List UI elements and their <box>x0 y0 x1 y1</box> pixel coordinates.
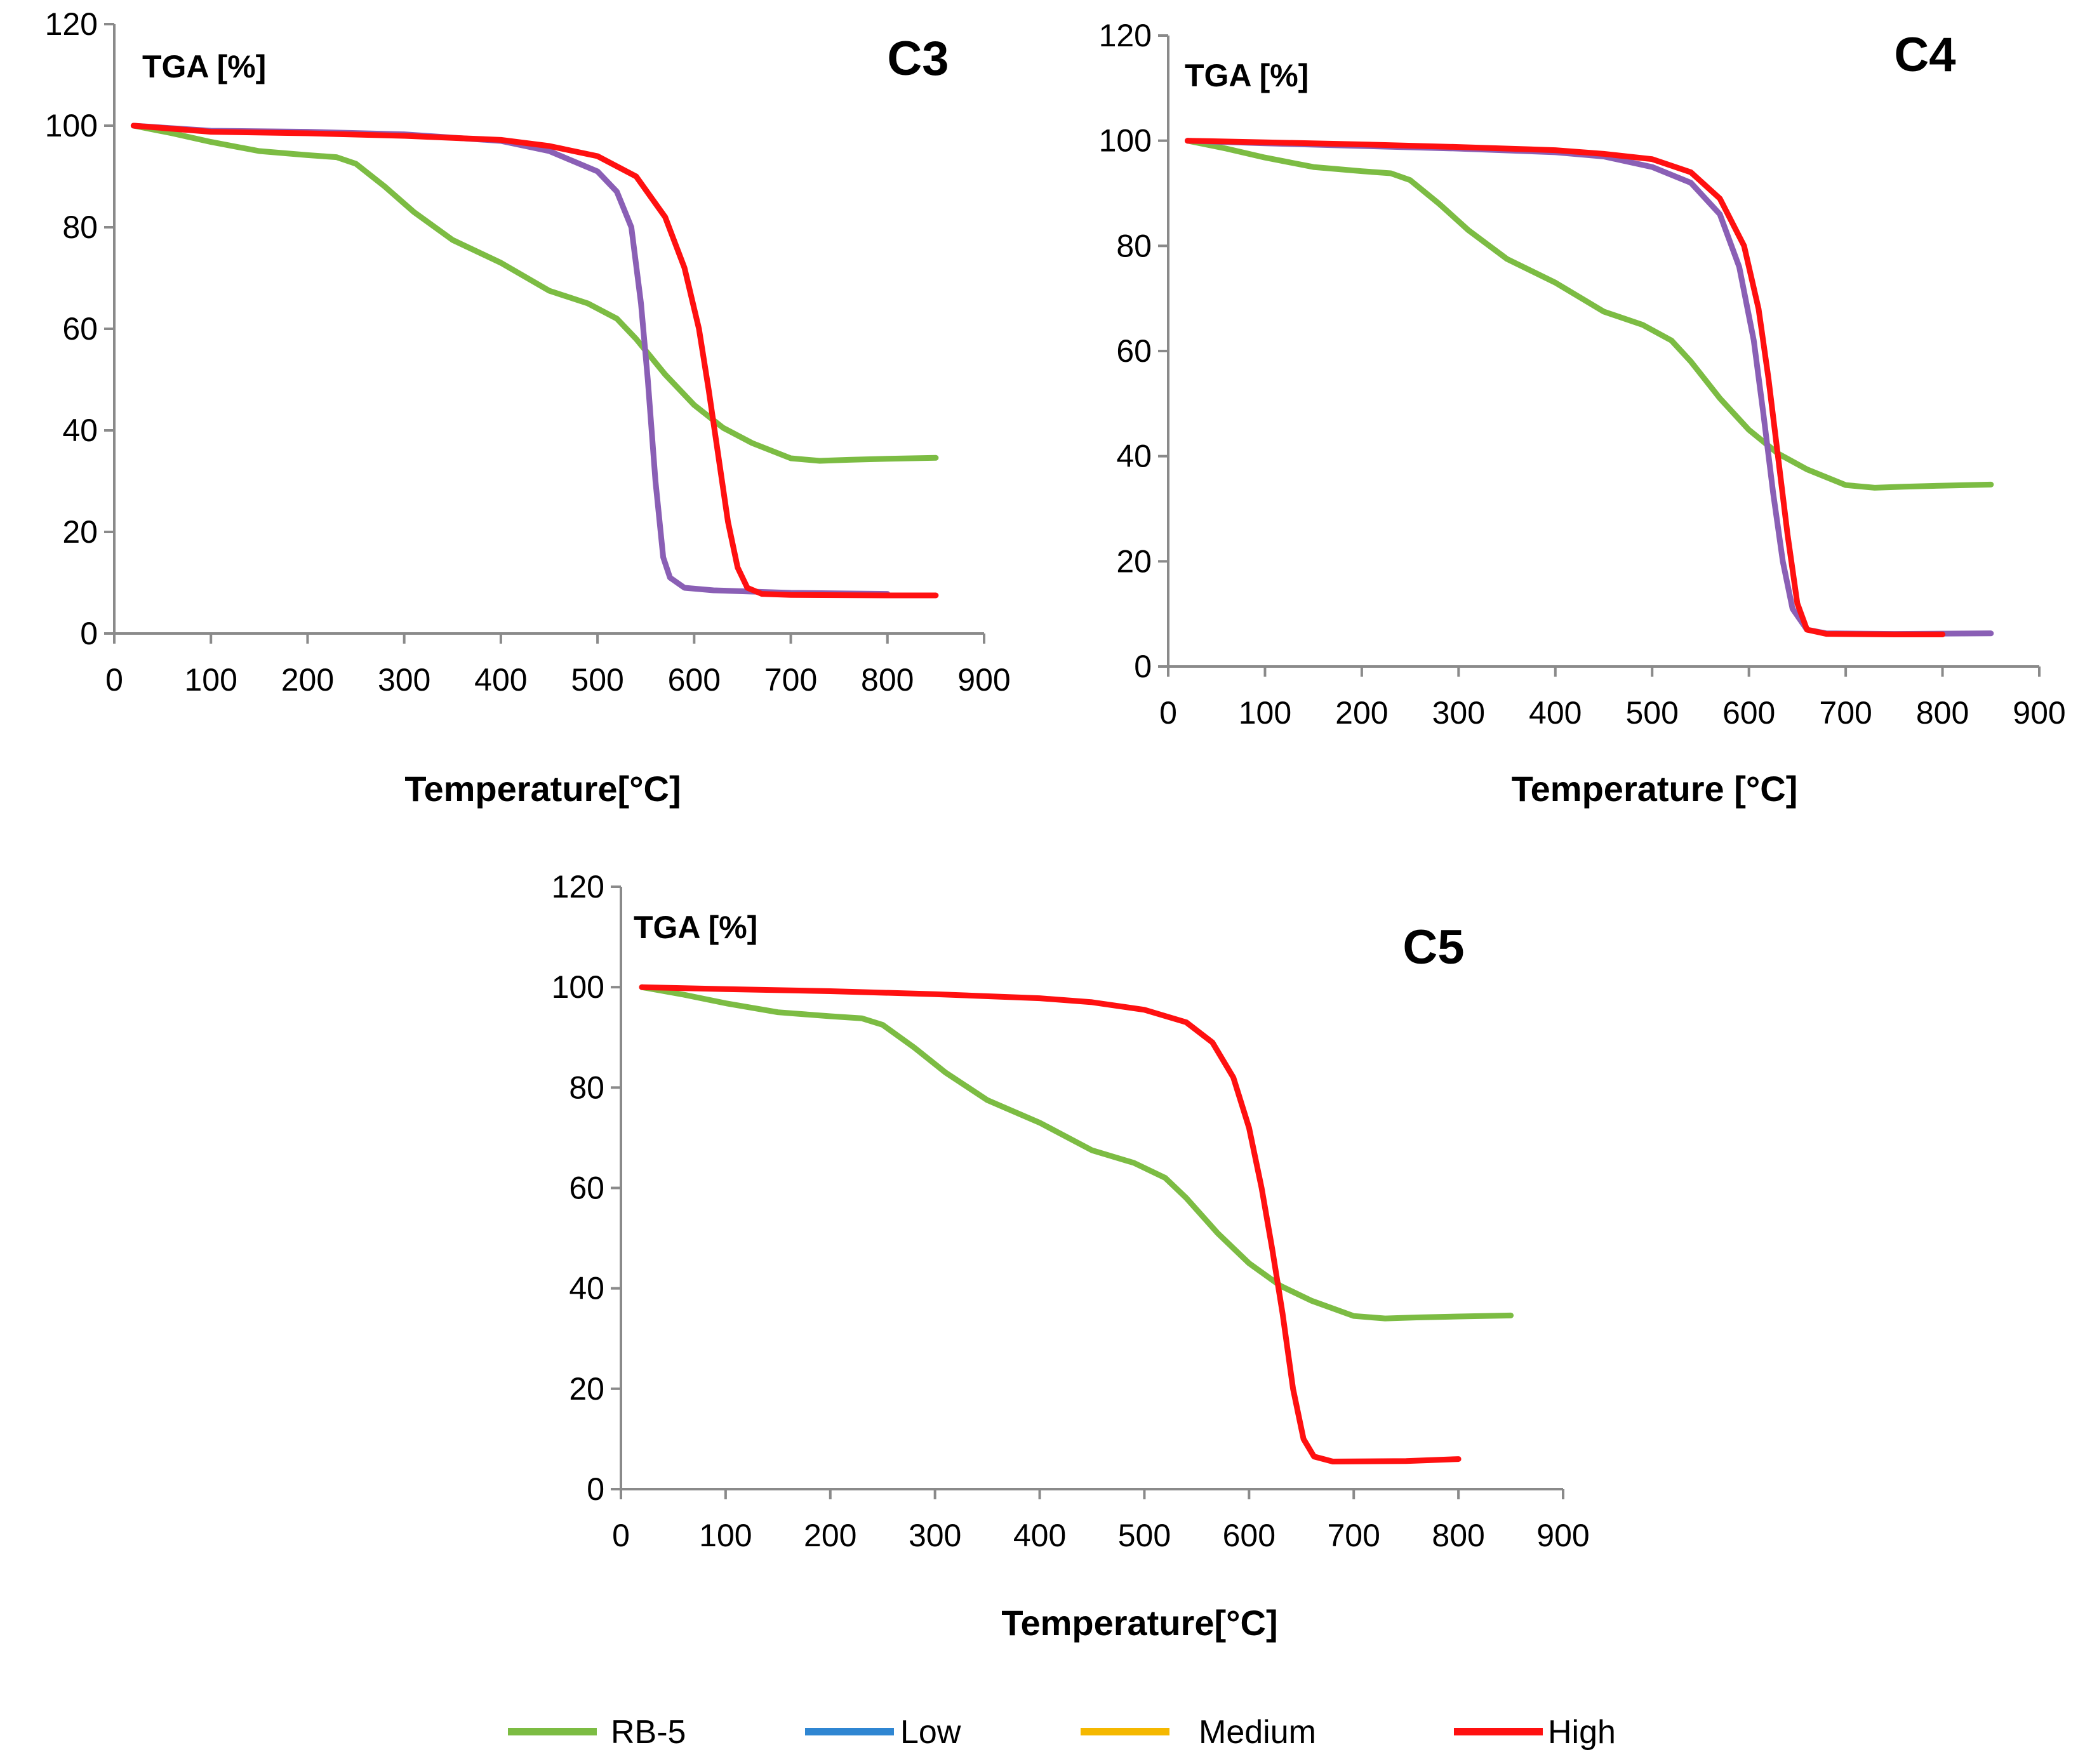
x-tick-label: 0 <box>105 662 123 698</box>
x-tick-label: 400 <box>474 662 527 698</box>
y-tick-label: 120 <box>1099 18 1152 53</box>
legend-label: Low <box>900 1714 961 1751</box>
x-tick-label: 200 <box>1335 695 1388 731</box>
x-axis-label: Temperature[°C] <box>404 769 681 809</box>
x-tick-label: 0 <box>612 1518 630 1553</box>
x-tick-label: 100 <box>699 1518 752 1553</box>
y-tick-label: 40 <box>62 413 98 448</box>
series-line-high <box>1185 138 1946 637</box>
y-tick-label: 0 <box>587 1471 604 1507</box>
x-tick-label: 600 <box>1223 1518 1276 1553</box>
y-axis-label: TGA [%] <box>634 910 757 945</box>
y-axis-label: TGA [%] <box>142 49 266 84</box>
x-tick-label: 800 <box>1432 1518 1484 1553</box>
x-tick-label: 300 <box>1432 695 1485 731</box>
y-tick-label: 40 <box>569 1271 604 1306</box>
legend-label: Medium <box>1199 1714 1316 1751</box>
legend-item-rb-5: RB-5 <box>508 1714 686 1751</box>
series-line-rb-5 <box>1185 138 1994 491</box>
x-tick-label: 100 <box>185 662 237 698</box>
y-tick-label: 100 <box>552 969 604 1005</box>
y-tick-label: 20 <box>62 514 98 550</box>
series-line-rb-5 <box>130 123 939 464</box>
y-tick-label: 80 <box>569 1070 604 1105</box>
x-tick-label: 500 <box>1626 695 1679 731</box>
legend-label: RB-5 <box>611 1714 686 1751</box>
x-tick-label: 500 <box>1118 1518 1171 1553</box>
panel-c4: TGA [%] C4 Temperature [°C] 0 20 40 60 80 100… <box>1099 18 2066 809</box>
x-tick-label: 400 <box>1529 695 1582 731</box>
x-axis-label: Temperature [°C] <box>1512 769 1798 809</box>
y-tick-label: 20 <box>1116 543 1152 579</box>
y-tick-label: 120 <box>552 869 604 905</box>
panel-c3: TGA [%] C3 Temperature[°C] 0 20 40 60 80 100 1… <box>45 6 1011 809</box>
series-line-medium <box>130 123 891 597</box>
legend: RB-5 Low Medium High <box>508 1714 1616 1751</box>
x-tick-label: 200 <box>804 1518 856 1553</box>
x-tick-label: 700 <box>764 662 817 698</box>
x-tick-label: 900 <box>957 662 1010 698</box>
x-tick-label: 0 <box>1159 695 1177 731</box>
y-tick-label: 60 <box>569 1170 604 1206</box>
legend-item-medium: Medium <box>1081 1714 1316 1751</box>
series-line-rb-5 <box>639 984 1514 1322</box>
y-tick-label: 80 <box>62 209 98 245</box>
x-tick-label: 700 <box>1819 695 1872 731</box>
y-axis-label: TGA [%] <box>1185 58 1309 93</box>
y-tick-label: 0 <box>1134 649 1152 684</box>
x-tick-label: 800 <box>861 662 914 698</box>
x-axis-label: Temperature[°C] <box>1001 1603 1277 1643</box>
legend-item-low: Low <box>805 1714 961 1751</box>
x-tick-label: 900 <box>2013 695 2065 731</box>
y-tick-label: 80 <box>1116 228 1152 263</box>
x-tick-label: 500 <box>571 662 623 698</box>
legend-label: High <box>1548 1714 1616 1751</box>
y-tick-label: 0 <box>80 616 98 651</box>
y-tick-label: 120 <box>45 6 98 42</box>
y-tick-label: 40 <box>1116 439 1152 474</box>
x-tick-label: 300 <box>378 662 430 698</box>
x-tick-label: 100 <box>1239 695 1291 731</box>
x-tick-label: 600 <box>668 662 721 698</box>
x-tick-label: 700 <box>1328 1518 1380 1553</box>
series-line-high <box>639 984 1462 1464</box>
x-tick-label: 200 <box>281 662 334 698</box>
y-tick-label: 20 <box>569 1371 604 1407</box>
y-tick-label: 100 <box>45 108 98 143</box>
chart-title: C3 <box>887 32 949 86</box>
chart-title: C5 <box>1402 920 1464 974</box>
series-line-high <box>130 123 939 599</box>
y-tick-label: 60 <box>1116 333 1152 369</box>
x-tick-label: 400 <box>1013 1518 1066 1553</box>
y-tick-label: 60 <box>62 311 98 347</box>
series-line-medium <box>1185 138 1994 637</box>
legend-item-high: High <box>1454 1714 1616 1751</box>
x-tick-label: 900 <box>1536 1518 1589 1553</box>
panel-c5: TGA [%] C5 Temperature[°C] 0 20 40 60 80 100 1… <box>552 869 1590 1643</box>
x-tick-label: 300 <box>909 1518 961 1553</box>
x-tick-label: 600 <box>1722 695 1775 731</box>
chart-title: C4 <box>1894 28 1955 82</box>
y-tick-label: 100 <box>1099 123 1152 159</box>
x-tick-label: 800 <box>1916 695 1969 731</box>
